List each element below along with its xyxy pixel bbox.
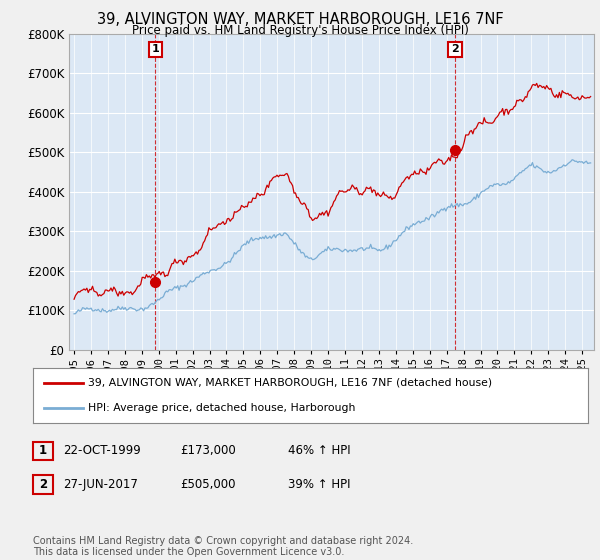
Text: 39% ↑ HPI: 39% ↑ HPI (288, 478, 350, 491)
Text: 46% ↑ HPI: 46% ↑ HPI (288, 444, 350, 458)
Text: Price paid vs. HM Land Registry's House Price Index (HPI): Price paid vs. HM Land Registry's House … (131, 24, 469, 37)
Text: £505,000: £505,000 (180, 478, 235, 491)
Text: 1: 1 (39, 444, 47, 458)
Text: 39, ALVINGTON WAY, MARKET HARBOROUGH, LE16 7NF: 39, ALVINGTON WAY, MARKET HARBOROUGH, LE… (97, 12, 503, 27)
Text: Contains HM Land Registry data © Crown copyright and database right 2024.
This d: Contains HM Land Registry data © Crown c… (33, 535, 413, 557)
Text: 39, ALVINGTON WAY, MARKET HARBOROUGH, LE16 7NF (detached house): 39, ALVINGTON WAY, MARKET HARBOROUGH, LE… (89, 378, 493, 388)
Text: 2: 2 (39, 478, 47, 491)
Text: HPI: Average price, detached house, Harborough: HPI: Average price, detached house, Harb… (89, 403, 356, 413)
Text: 2: 2 (451, 44, 459, 54)
Text: 22-OCT-1999: 22-OCT-1999 (63, 444, 141, 458)
Text: 1: 1 (151, 44, 159, 54)
Text: £173,000: £173,000 (180, 444, 236, 458)
Text: 27-JUN-2017: 27-JUN-2017 (63, 478, 138, 491)
